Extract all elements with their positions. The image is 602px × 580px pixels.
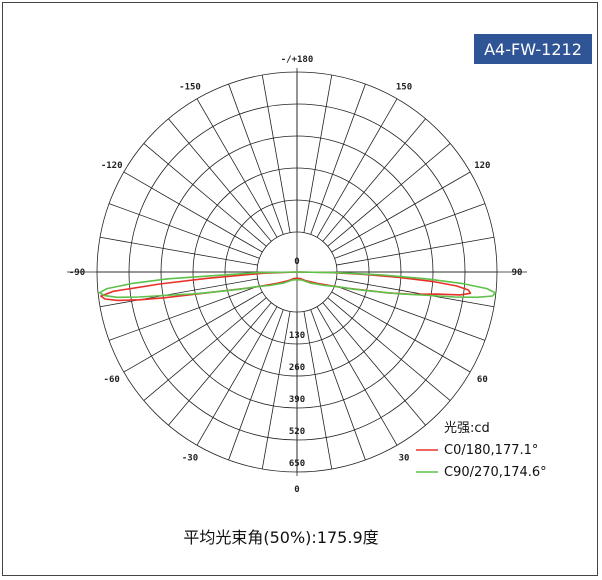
- center-tick-label: 0: [294, 257, 299, 267]
- radial-tick-label: 390: [289, 395, 305, 405]
- grid-spoke: [331, 171, 471, 253]
- grid-spoke: [196, 98, 278, 238]
- series-curve: [98, 271, 497, 299]
- grid-spoke: [168, 118, 272, 242]
- grid-spoke: [310, 309, 366, 461]
- grid-spoke: [108, 285, 260, 341]
- angle-tick-label: -120: [101, 161, 123, 171]
- radial-tick-label: 130: [289, 331, 305, 341]
- grid-spoke: [303, 311, 333, 470]
- grid-spoke: [322, 302, 426, 426]
- grid-spoke: [99, 236, 258, 266]
- grid-spoke: [228, 309, 284, 461]
- legend-title: 光强:cd: [444, 421, 490, 436]
- grid-spoke: [336, 236, 495, 266]
- grid-spoke: [316, 98, 398, 238]
- grid-spoke: [123, 171, 263, 253]
- grid-spoke: [316, 306, 398, 446]
- grid-spoke: [261, 311, 291, 470]
- grid-spoke: [327, 297, 451, 401]
- grid-spoke: [334, 203, 486, 259]
- angle-tick-label: 0: [294, 485, 299, 495]
- grid-spoke: [228, 83, 284, 235]
- legend: 光强:cd C0/180,177.1° C90/270,174.6°: [416, 421, 547, 480]
- grid-spoke: [327, 143, 451, 247]
- angle-tick-label: 150: [396, 83, 412, 93]
- chart-frame: [2, 2, 598, 576]
- angle-tick-label: -30: [182, 453, 198, 463]
- radial-tick-label: 520: [289, 427, 305, 437]
- grid-spoke: [261, 74, 291, 233]
- angle-tick-label: 120: [474, 161, 490, 171]
- legend-entry: C0/180,177.1°: [444, 443, 538, 458]
- angle-tick-label: 60: [477, 375, 488, 385]
- series-curve: [100, 271, 472, 302]
- angle-tick-label: -90: [69, 268, 85, 278]
- radial-tick-label: 260: [289, 363, 305, 373]
- angle-tick-label: 90: [512, 268, 523, 278]
- grid-spoke: [336, 278, 495, 308]
- grid-spoke: [123, 291, 263, 373]
- grid-spoke: [331, 291, 471, 373]
- polar-labels: -/+180 150 120 90 60 30 0 -30 -60 -90 -120 -150 0 130…: [69, 55, 523, 495]
- grid-spoke: [310, 83, 366, 235]
- beam-angle-text: 平均光束角(50%):175.9度: [0, 524, 602, 548]
- grid-spoke: [303, 74, 333, 233]
- grid-spoke: [196, 306, 278, 446]
- legend-entry: C90/270,174.6°: [444, 465, 547, 480]
- angle-tick-label: 30: [399, 453, 410, 463]
- series-layer: [98, 271, 497, 302]
- grid-spoke: [143, 143, 267, 247]
- model-badge: A4-FW-1212: [474, 34, 592, 64]
- angle-tick-label: -/+180: [281, 55, 314, 65]
- grid-spoke: [108, 203, 260, 259]
- angle-tick-label: -150: [179, 83, 201, 93]
- grid-spoke: [99, 278, 258, 308]
- grid-spoke: [143, 297, 267, 401]
- beam-angle-label: 平均光束角(50%):175.9度: [183, 528, 379, 547]
- radial-tick-label: 650: [289, 459, 305, 469]
- angle-tick-label: -60: [104, 375, 120, 385]
- grid-spoke: [168, 302, 272, 426]
- grid-spoke: [322, 118, 426, 242]
- grid-spoke: [334, 285, 486, 341]
